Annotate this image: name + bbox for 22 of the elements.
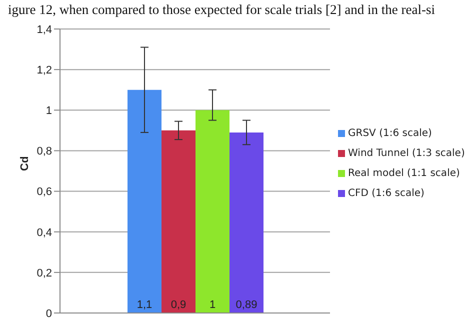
y-tick-label: 1,2 [36, 64, 52, 76]
y-tick-label: 0,6 [36, 186, 52, 198]
legend-label: Real model (1:1 scale) [348, 168, 460, 178]
y-tick-label: 1,4 [36, 24, 52, 36]
bar [196, 110, 230, 313]
y-tick-label: 0,2 [36, 267, 52, 280]
data-label: 1,1 [136, 299, 152, 311]
y-tick-label: 0,4 [36, 226, 52, 239]
bar [230, 132, 264, 313]
y-tick-label: 0,8 [36, 146, 52, 158]
data-label: 1 [209, 299, 216, 311]
text: igure 12, when compared to those expected for scale trials [2] and in the real-si [8, 2, 436, 18]
y-tick-label: 0 [46, 308, 52, 320]
data-label: 0,89 [236, 299, 258, 311]
bar [162, 130, 196, 313]
data-label: 0,9 [170, 299, 186, 311]
y-tick-label: 1 [46, 105, 52, 118]
bar [128, 90, 162, 313]
legend-label: CFD (1:6 scale) [348, 188, 424, 198]
y-axis-title: Cd [18, 156, 31, 171]
legend-label: Wind Tunnel (1:3 scale) [348, 148, 465, 158]
legend-label: GRSV (1:6 scale) [348, 128, 432, 138]
